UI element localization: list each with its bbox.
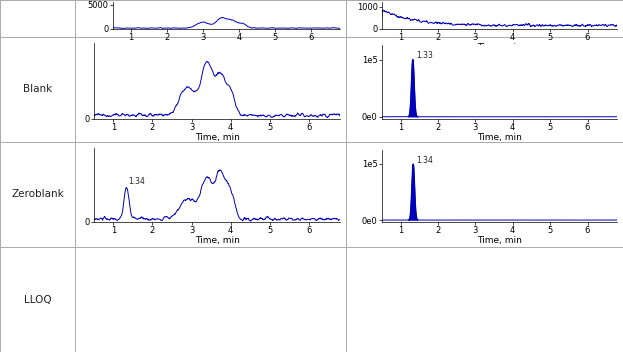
Text: Blank: Blank	[23, 84, 52, 94]
Text: 1.34: 1.34	[128, 177, 145, 186]
Text: Dexmedetomidine: Dexmedetomidine	[162, 13, 259, 24]
Text: Zeroblank: Zeroblank	[11, 189, 64, 199]
X-axis label: Time, min: Time, min	[194, 236, 239, 245]
X-axis label: Time, min: Time, min	[477, 133, 522, 142]
Text: LLOQ: LLOQ	[24, 295, 51, 304]
X-axis label: Time, min: Time, min	[477, 43, 522, 52]
Text: Dexmedetomidine-d4-tartrate (IS): Dexmedetomidine-d4-tartrate (IS)	[396, 13, 573, 24]
X-axis label: Time, min: Time, min	[204, 43, 249, 52]
Text: 1.33: 1.33	[416, 51, 433, 61]
Text: 1.34: 1.34	[416, 156, 433, 165]
X-axis label: Time, min: Time, min	[194, 133, 239, 142]
X-axis label: Time, min: Time, min	[477, 236, 522, 245]
